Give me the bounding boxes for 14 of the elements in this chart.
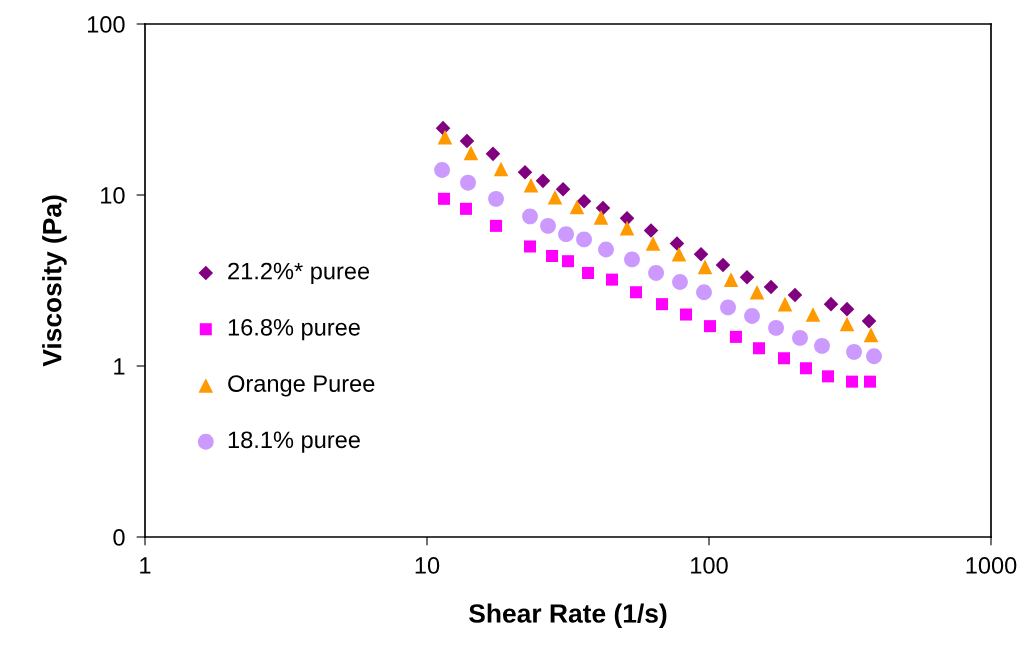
legend-label: 16.8% puree [228,318,360,341]
x-tick-label: 1000 [966,557,1017,574]
y-tick-label: 1 [114,358,125,375]
y-tick-label: 0 [113,529,125,546]
legend-label: Orange Puree [228,375,375,397]
legend-label: 18.1% puree [228,431,360,453]
x-tick-label: 10 [415,557,440,574]
x-axis-title: Shear Rate (1/s) [469,603,667,629]
x-tick-label: 100 [691,557,728,574]
y-tick-label: 10 [101,187,125,204]
x-tick-label: 1 [140,557,151,574]
y-axis-title: Viscosity (Pa) [42,195,67,367]
y-tick-label: 100 [87,16,125,33]
legend-label: 21.2%* puree [228,262,370,285]
